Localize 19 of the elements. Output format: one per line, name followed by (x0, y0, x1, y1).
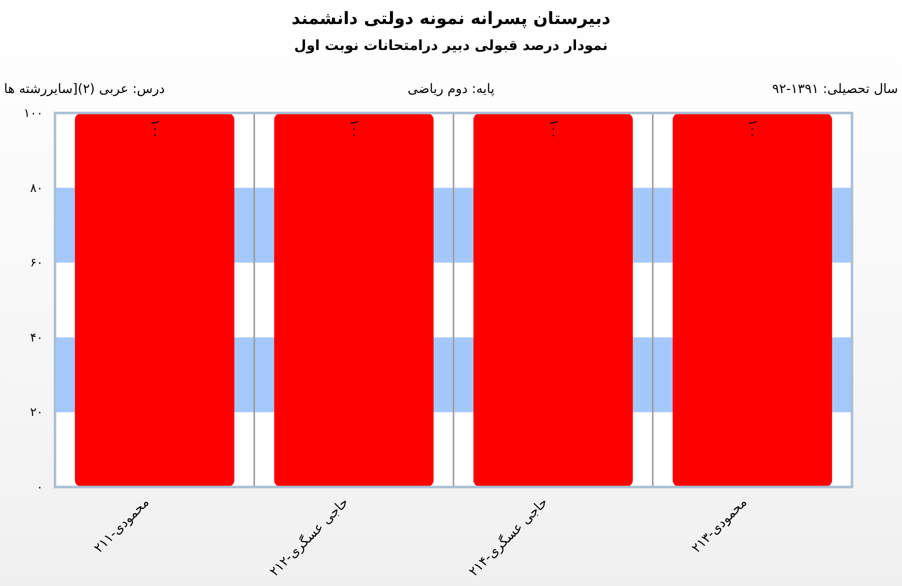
x-tick-label: حاجی عسگری-۲۱۲ (266, 494, 352, 580)
data-label: ۱۰۰ (746, 119, 760, 139)
text: سال تحصیلی: ۱۳۹۱-۹۲ (772, 82, 898, 97)
data-label: ۱۰۰ (546, 119, 561, 139)
text: درس: عربی (۲)[سایررشته ها (4, 82, 166, 97)
y-tick-label: ۸۰ (30, 180, 43, 195)
y-tick-label: ۴۰ (30, 330, 43, 344)
data-label: ۱۰۰ (348, 119, 362, 139)
text: پایه: دوم ریاضی (408, 82, 495, 97)
y-tick-label: ۲۰ (30, 405, 43, 420)
y-tick-label: ۱۰۰ (24, 106, 43, 120)
chart-title: دبیرستان پسرانه نمونه دولتی دانشمند (292, 9, 611, 29)
data-label: ۱۰۰ (148, 119, 162, 139)
chart-subtitle: نمودار درصد قبولی دبیر درامتحانات نوبت اول (294, 38, 608, 54)
x-tick-label: حاجی عسگری-۲۱۴ (466, 494, 551, 580)
y-tick-label: ۰ (36, 480, 43, 494)
x-tick-label: محمودی-۲۱۱ (92, 495, 152, 556)
y-tick-label: ۶۰ (30, 256, 43, 270)
x-tick-label: محمودی-۲۱۳ (689, 495, 750, 556)
